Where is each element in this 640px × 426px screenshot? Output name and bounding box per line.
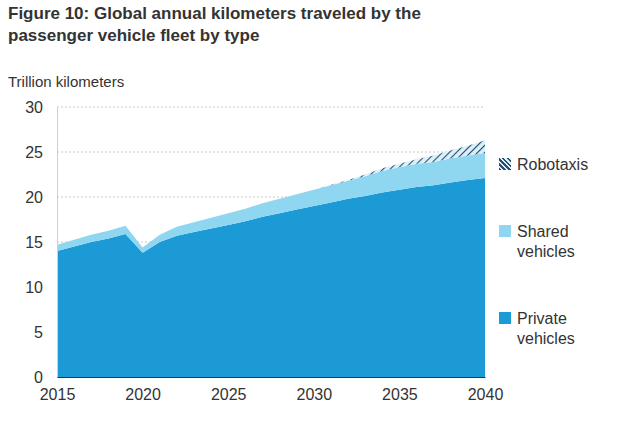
x-tick-label: 2025	[211, 386, 247, 403]
y-tick: 25	[25, 144, 57, 161]
legend-item: Robotaxis	[499, 155, 599, 175]
x-tick: 2025	[211, 377, 247, 403]
y-tick-label: 5	[34, 324, 43, 341]
x-tick-label: 2015	[40, 386, 76, 403]
legend-label: Robotaxis	[517, 155, 599, 175]
area-series	[57, 140, 485, 247]
chart-title: Figure 10: Global annual kilometers trav…	[8, 3, 508, 47]
y-tick-label: 15	[25, 234, 43, 251]
y-tick: 20	[25, 189, 57, 206]
legend-swatch	[499, 225, 511, 237]
legend-item: Private vehicles	[499, 309, 599, 349]
legend-label: Shared vehicles	[517, 222, 599, 262]
x-tick-label: 2035	[382, 386, 418, 403]
y-axis: 0 5 10 15 20 25 30	[25, 99, 57, 386]
grid-line	[57, 107, 485, 108]
x-tick-label: 2040	[468, 386, 504, 403]
chart-svg: 051015202530201520202025203020352040	[0, 0, 640, 426]
y-tick-label: 20	[25, 189, 43, 206]
x-tick-label: 2030	[297, 386, 333, 403]
x-axis-line	[58, 377, 486, 378]
y-tick-label: 25	[25, 144, 43, 161]
x-tick: 2020	[125, 377, 161, 403]
area-series	[57, 153, 485, 253]
plot-area	[57, 140, 485, 377]
y-axis-title: Trillion kilometers	[8, 73, 124, 90]
x-tick-label: 2020	[125, 386, 161, 403]
x-tick: 2030	[297, 377, 333, 403]
x-axis: 2015 2020 2025 2030 2035 2040	[40, 377, 504, 403]
y-axis-line	[57, 108, 58, 378]
y-tick: 30	[25, 99, 57, 116]
x-tick: 2040	[468, 377, 504, 403]
y-tick: 5	[34, 324, 57, 341]
y-tick: 10	[25, 279, 57, 296]
grid	[57, 107, 485, 377]
legend-label: Private vehicles	[517, 309, 599, 349]
x-tick: 2035	[382, 377, 418, 403]
legend-item: Shared vehicles	[499, 222, 599, 262]
y-tick: 0	[34, 369, 57, 386]
grid-line	[57, 152, 485, 153]
y-tick-label: 30	[25, 99, 43, 116]
y-tick: 15	[25, 234, 57, 251]
legend: Robotaxis Shared vehicles Private vehicles	[499, 155, 599, 349]
y-tick-label: 10	[25, 279, 43, 296]
y-tick-label: 0	[34, 369, 43, 386]
legend-swatch	[499, 312, 511, 324]
x-tick: 2015	[40, 377, 76, 403]
legend-swatch	[499, 158, 511, 170]
